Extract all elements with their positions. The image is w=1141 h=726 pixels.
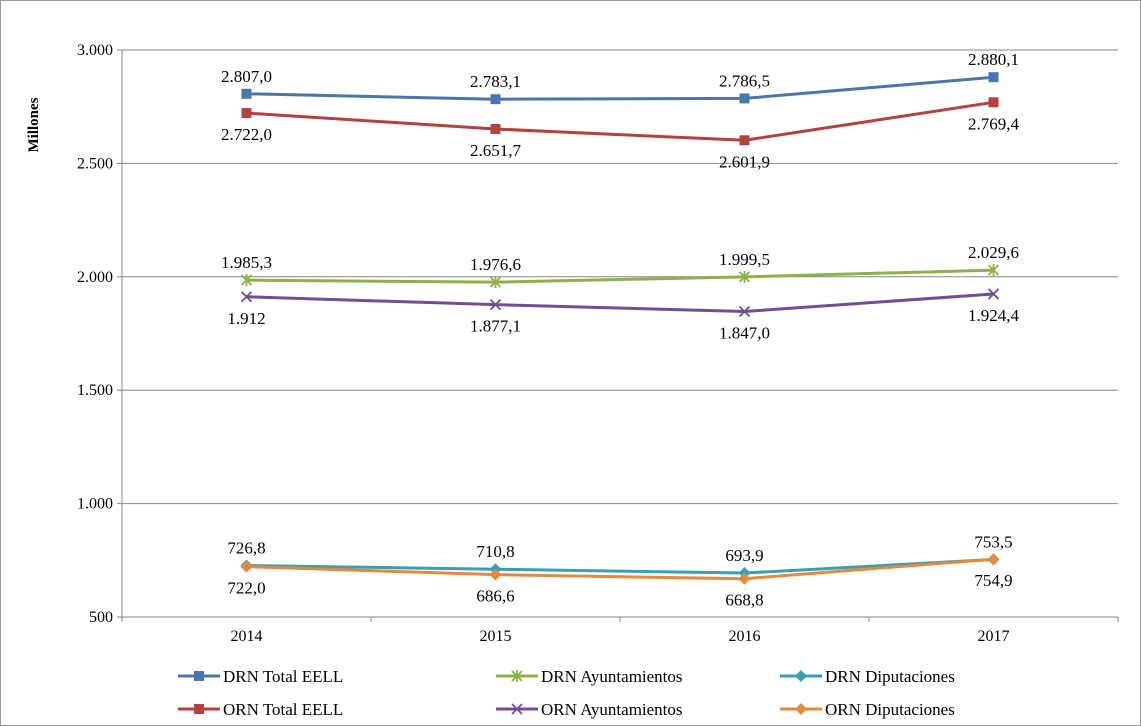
legend-label: DRN Diputaciones <box>825 667 955 686</box>
legend-marker <box>511 703 523 715</box>
series-orn-total-eell: 2.722,0 2.651,7 2.601,9 2.769,4 <box>221 97 1020 171</box>
legend-item-orn-total-eell: ORN Total EELL <box>178 700 343 719</box>
x-tick-label-2017: 2017 <box>978 628 1010 645</box>
data-point <box>240 291 253 303</box>
data-point <box>739 135 750 146</box>
data-label: 2.601,9 <box>719 152 770 171</box>
data-label: 722,0 <box>227 579 265 598</box>
data-point <box>241 108 252 119</box>
data-label: 2.029,6 <box>968 243 1019 262</box>
legend-label: DRN Total EELL <box>223 667 343 686</box>
data-label: 686,6 <box>476 587 514 606</box>
data-label: 710,8 <box>476 542 514 561</box>
data-label: 693,9 <box>725 546 763 565</box>
data-point <box>739 93 750 104</box>
series-line <box>246 268 994 284</box>
series-line <box>246 100 994 142</box>
legend-item-drn-ayuntamientos: DRN Ayuntamientos <box>496 667 683 686</box>
data-point <box>240 274 253 287</box>
data-label: 2.769,4 <box>968 114 1020 133</box>
series-orn-ayuntamientos: 1.912 1.877,1 1.847,0 1.924,4 <box>227 288 1020 343</box>
y-tick-label: 2.000 <box>77 269 113 286</box>
series-drn-diputaciones: 726,8 710,8 693,9 753,5 <box>227 533 1013 580</box>
series-drn-total-eell: 2.807,0 2.783,1 2.786,5 2.880,1 <box>221 50 1019 105</box>
data-point <box>988 97 999 108</box>
series-line <box>246 292 994 314</box>
data-point <box>738 572 751 585</box>
data-point <box>987 264 1000 277</box>
data-label: 2.786,5 <box>719 71 770 90</box>
series-line <box>246 75 994 101</box>
series-orn-diputaciones: 722,0 686,6 668,8 754,9 <box>227 553 1013 610</box>
data-point <box>489 568 502 581</box>
legend-item-drn-total-eell: DRN Total EELL <box>178 667 343 686</box>
series-drn-ayuntamientos: 1.985,3 1.976,6 1.999,5 2.029,6 <box>221 243 1019 289</box>
y-tick-label: 1.000 <box>77 496 113 513</box>
data-point <box>490 94 501 105</box>
legend-label: ORN Ayuntamientos <box>541 700 683 719</box>
data-point <box>489 299 502 311</box>
legend-marker <box>194 671 204 681</box>
data-point <box>738 305 751 318</box>
x-tick-label-2016: 2016 <box>729 628 761 645</box>
data-label: 668,8 <box>725 591 763 610</box>
legend-marker <box>795 670 807 682</box>
legend-item-orn-diputaciones: ORN Diputaciones <box>780 700 955 719</box>
data-label: 1.924,4 <box>968 306 1020 325</box>
data-label: 1.999,5 <box>719 250 770 269</box>
legend-label: ORN Total EELL <box>223 700 343 719</box>
y-axis-label: Millones <box>26 97 42 152</box>
data-point <box>489 276 502 289</box>
legend-marker <box>795 703 807 715</box>
legend-label: ORN Diputaciones <box>825 700 955 719</box>
data-point <box>738 270 751 283</box>
series-line <box>246 558 994 575</box>
data-label: 753,5 <box>974 533 1012 552</box>
data-label: 2.880,1 <box>968 50 1019 69</box>
data-point <box>987 288 1000 300</box>
legend-label: DRN Ayuntamientos <box>541 667 683 686</box>
data-label: 2.722,0 <box>221 125 272 144</box>
y-tick-label: 1.500 <box>77 382 113 399</box>
data-point <box>987 553 1000 566</box>
data-label: 1.985,3 <box>221 253 272 272</box>
legend-item-drn-diputaciones: DRN Diputaciones <box>780 667 955 686</box>
data-label: 2.651,7 <box>470 141 522 160</box>
data-label: 2.783,1 <box>470 72 521 91</box>
y-tick-label: 3.000 <box>77 42 113 59</box>
data-label: 1.976,6 <box>470 255 521 274</box>
data-point <box>988 72 999 83</box>
data-label: 2.807,0 <box>221 67 272 86</box>
data-label: 754,9 <box>974 571 1012 590</box>
data-label: 1.912 <box>227 309 265 328</box>
y-tick-label: 2.500 <box>77 155 113 172</box>
series-line <box>246 557 994 581</box>
x-tick-label-2015: 2015 <box>480 628 512 645</box>
legend-item-orn-ayuntamientos: ORN Ayuntamientos <box>496 700 683 719</box>
data-label: 1.877,1 <box>470 317 521 336</box>
data-label: 1.847,0 <box>719 324 770 343</box>
data-point <box>490 123 501 134</box>
legend-marker <box>511 670 523 682</box>
data-point <box>240 560 253 573</box>
x-tick-label-2014: 2014 <box>231 628 263 645</box>
data-point <box>241 88 252 99</box>
data-label: 726,8 <box>227 539 265 558</box>
y-tick-label: 500 <box>89 609 113 626</box>
legend-marker <box>194 704 204 714</box>
